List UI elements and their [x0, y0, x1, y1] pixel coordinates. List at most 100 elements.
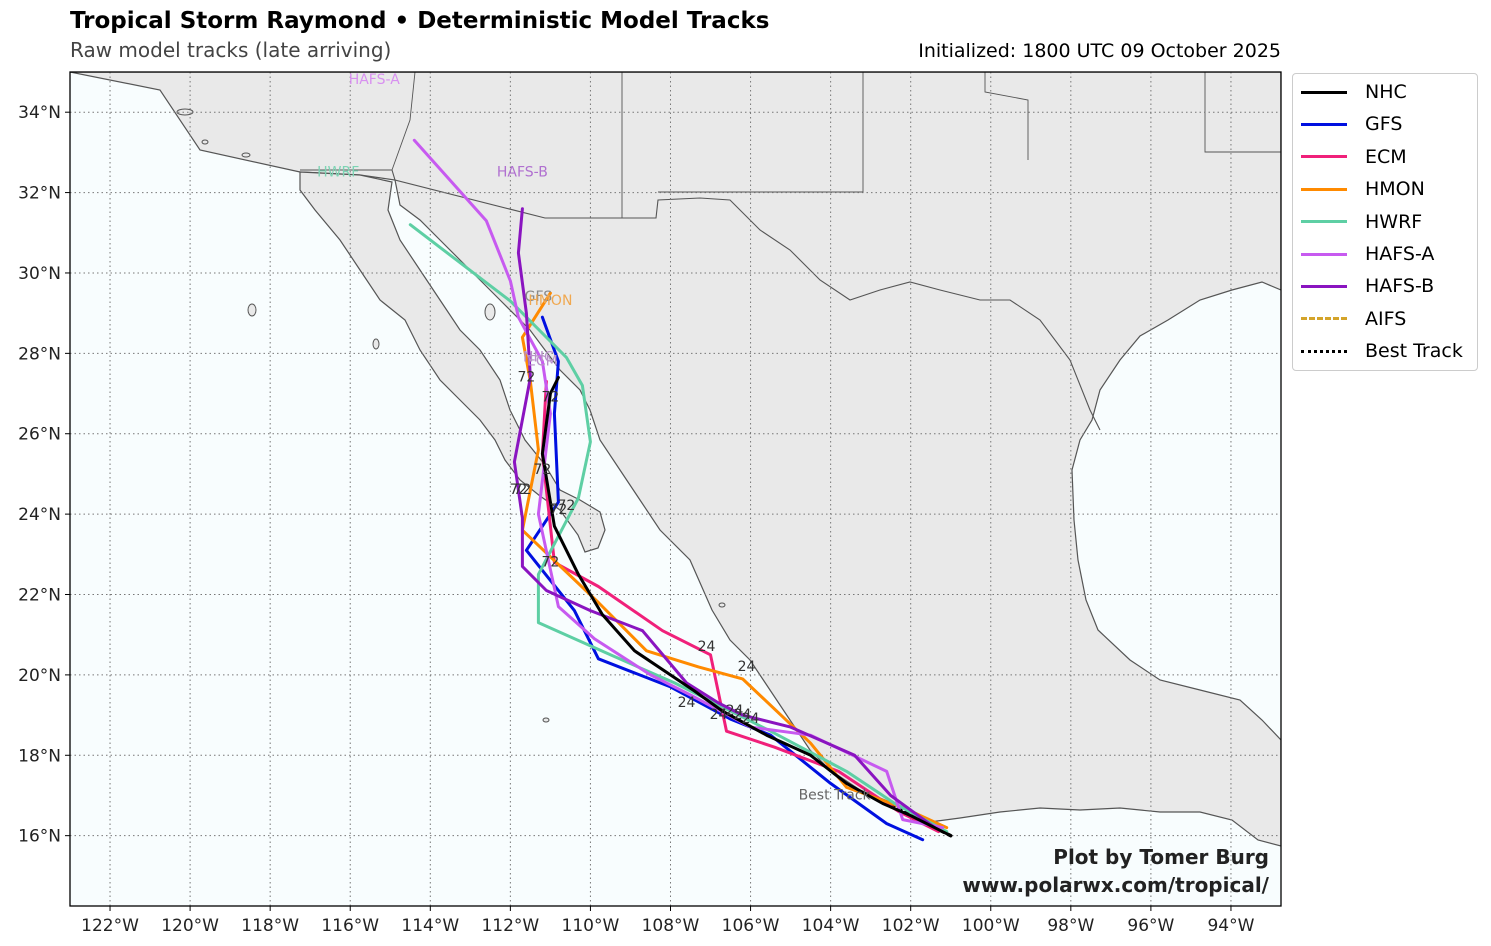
lon-tick-label: 114°W [401, 916, 459, 936]
lat-tick-label: 16°N [18, 827, 61, 847]
lon-tick-label: 96°W [1127, 916, 1174, 936]
lon-tick-label: 104°W [802, 916, 860, 936]
legend-item: GFS [1301, 108, 1402, 140]
legend-item: HWRF [1301, 206, 1422, 238]
legend-label: AIFS [1365, 307, 1407, 330]
legend: NHC GFS ECM HMON HWRF HAFS-A HAFS-B AIFS Best Tr… [1292, 73, 1478, 371]
legend-swatch [1301, 349, 1347, 353]
forecast-hour-label: 72 [517, 369, 535, 385]
lon-tick-label: 108°W [642, 916, 700, 936]
lat-tick-label: 26°N [18, 425, 61, 445]
forecast-hour-label: 72 [541, 554, 559, 570]
forecast-hour-label: 72 [557, 498, 575, 514]
track-end-label: ECM [527, 353, 558, 369]
legend-swatch [1301, 284, 1347, 288]
map-title: Tropical Storm Raymond • Deterministic M… [70, 8, 770, 34]
forecast-hour-label: 72 [541, 390, 559, 406]
legend-label: NHC [1365, 81, 1407, 103]
track-hwrf [408, 223, 949, 834]
island [241, 152, 251, 158]
lon-tick-label: 94°W [1207, 916, 1254, 936]
track-layer: Best Track2472GFS2472ECM2472HMON2472HWRF… [317, 72, 953, 842]
track-hafs-b [512, 207, 937, 830]
legend-swatch [1301, 155, 1347, 159]
legend-item: NHC [1301, 76, 1407, 108]
track-gfs [524, 315, 925, 842]
axis-ticks: 122°W 120°W 118°W 116°W 114°W 112°W 110°W 108°W… [18, 103, 1254, 936]
lat-tick-label: 32°N [18, 184, 61, 204]
lat-tick-label: 28°N [18, 344, 61, 364]
track-end-label: HAFS-B [497, 165, 548, 181]
gridlines [70, 72, 1281, 906]
legend-label: HAFS-B [1365, 275, 1435, 298]
island [484, 303, 496, 321]
lat-tick-label: 30°N [18, 264, 61, 284]
baja-peninsula [299, 171, 606, 553]
mainland-landmass [70, 72, 1281, 847]
forecast-hour-label: 72 [509, 482, 527, 498]
legend-item: ECM [1301, 141, 1407, 173]
forecast-hour-label: 24 [734, 707, 752, 723]
legend-swatch [1301, 122, 1347, 126]
track-end-label: HMON [528, 293, 572, 309]
lon-tick-label: 98°W [1047, 916, 1094, 936]
island [372, 338, 380, 350]
island [201, 139, 209, 145]
lat-tick-label: 34°N [18, 103, 61, 123]
land-layer [70, 72, 1281, 847]
legend-item: HAFS-A [1301, 238, 1434, 270]
us-mexico-border [300, 169, 1101, 431]
lat-tick-label: 20°N [18, 666, 61, 686]
lat-tick-label: 24°N [18, 505, 61, 525]
legend-swatch [1301, 187, 1347, 191]
legend-label: Best Track [1365, 340, 1463, 363]
lat-tick-label: 22°N [18, 586, 61, 606]
forecast-hour-label: 72 [513, 482, 531, 498]
credit-url[interactable]: www.polarwx.com/tropical/ [962, 873, 1269, 897]
forecast-hour-label: 24 [698, 639, 716, 655]
lon-tick-label: 100°W [962, 916, 1020, 936]
track-end-label: GFS [525, 289, 553, 305]
credit-author: Plot by Tomer Burg [1053, 845, 1269, 869]
legend-label: GFS [1365, 113, 1403, 136]
lon-tick-label: 110°W [562, 916, 620, 936]
lat-tick-label: 18°N [18, 746, 61, 766]
legend-swatch [1301, 220, 1347, 224]
track-ecm [540, 380, 941, 834]
forecast-hour-label: 24 [738, 659, 756, 675]
lon-tick-label: 122°W [81, 916, 139, 936]
legend-label: HMON [1365, 178, 1425, 201]
legend-swatch [1301, 90, 1347, 94]
track-nhc [540, 376, 953, 838]
forecast-hour-label: 24 [742, 711, 760, 727]
lon-tick-label: 120°W [161, 916, 219, 936]
island [542, 717, 550, 723]
forecast-hour-label: 72 [533, 462, 551, 478]
lon-tick-label: 118°W [241, 916, 299, 936]
island [247, 303, 257, 317]
lon-tick-label: 112°W [481, 916, 539, 936]
legend-swatch [1301, 252, 1347, 256]
track-end-label: HWRF [317, 165, 359, 181]
track-end-label: HAFS-A [349, 72, 401, 88]
state-border [391, 72, 1281, 218]
lon-tick-label: 116°W [321, 916, 379, 936]
lon-tick-label: 106°W [722, 916, 780, 936]
forecast-hour-label: 24 [710, 707, 728, 723]
forecast-hour-label: 24 [726, 703, 744, 719]
forecast-hour-label: 24 [678, 695, 696, 711]
island [718, 602, 726, 608]
legend-item: HMON [1301, 173, 1425, 205]
map-frame [69, 71, 1282, 907]
legend-item: Best Track [1301, 335, 1463, 367]
initialized-time: Initialized: 1800 UTC 09 October 2025 [918, 40, 1281, 62]
legend-label: HWRF [1365, 210, 1423, 233]
track-end-label: NHC [523, 349, 554, 365]
map-subtitle: Raw model tracks (late arriving) [70, 38, 392, 62]
legend-item: AIFS [1301, 303, 1406, 335]
legend-item: HAFS-B [1301, 270, 1434, 302]
lon-tick-label: 102°W [882, 916, 940, 936]
forecast-hour-label: 72 [549, 502, 567, 518]
track-end-label: Best Track [799, 787, 872, 803]
